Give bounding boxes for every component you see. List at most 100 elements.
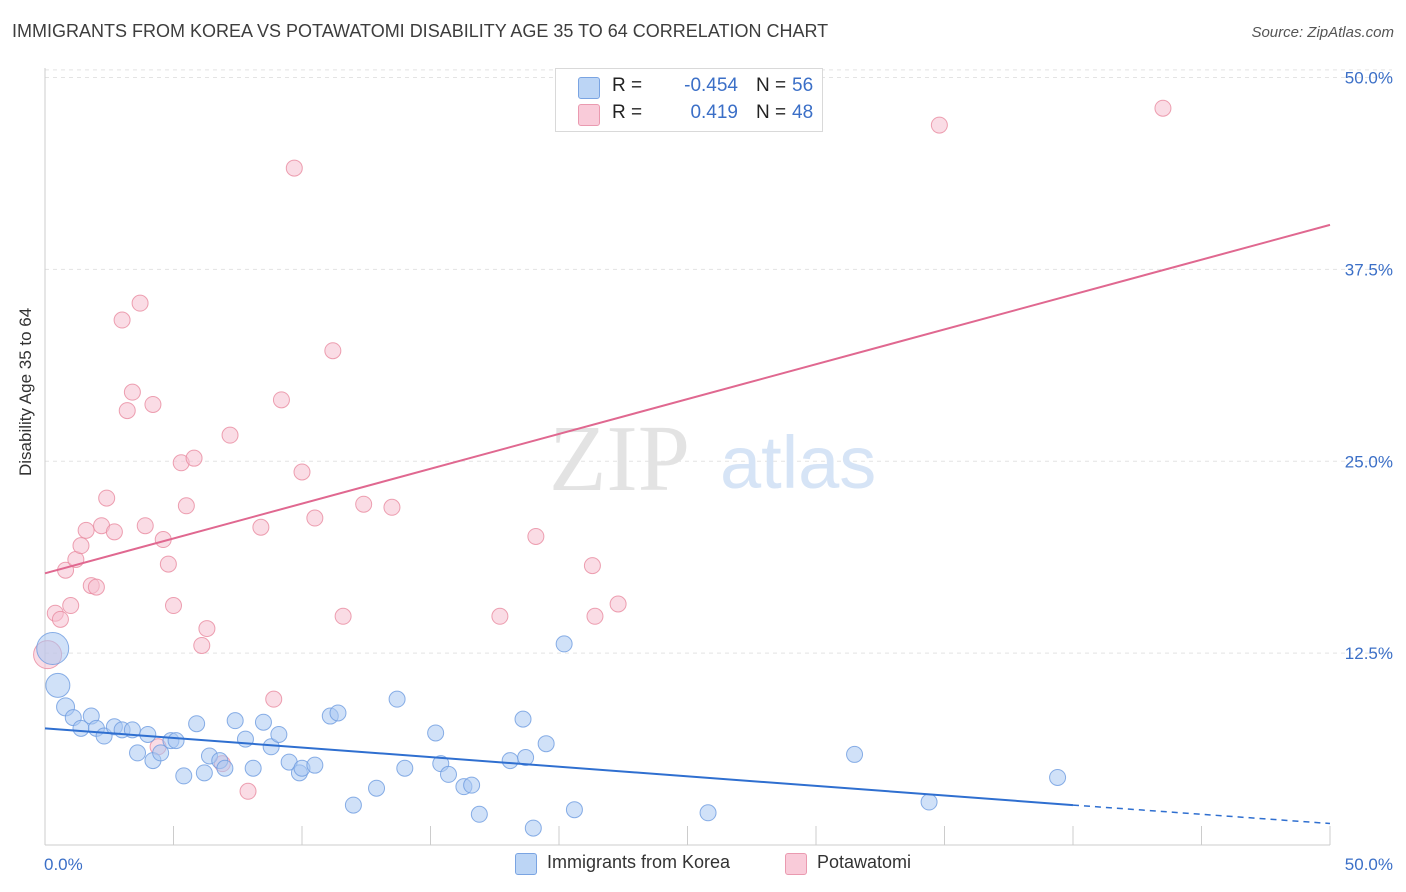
r-value: -0.454 bbox=[684, 75, 738, 96]
potawatomi-trend-line bbox=[44, 223, 1331, 575]
potawatomi-point bbox=[62, 597, 80, 615]
correlation-legend: R = -0.454 N = 56 R = 0.419 N = 48 bbox=[555, 68, 823, 132]
x-tick-label: 0.0% bbox=[44, 855, 83, 874]
potawatomi-point bbox=[98, 489, 116, 507]
potawatomi-point bbox=[383, 498, 401, 516]
potawatomi-point bbox=[930, 116, 948, 134]
y-tick-label: 12.5% bbox=[1345, 644, 1393, 663]
legend-label-korea: Immigrants from Korea bbox=[547, 852, 731, 872]
n-value: 48 bbox=[792, 102, 814, 123]
korea-trend-extension bbox=[1072, 804, 1331, 825]
data-points bbox=[33, 99, 1172, 837]
korea-point bbox=[555, 635, 573, 653]
korea-point bbox=[36, 632, 70, 666]
potawatomi-point bbox=[293, 463, 311, 481]
korea-point bbox=[396, 759, 414, 777]
korea-point bbox=[388, 690, 406, 708]
potawatomi-point bbox=[609, 595, 627, 613]
korea-point bbox=[188, 715, 206, 733]
korea-point bbox=[139, 725, 157, 743]
potawatomi-point bbox=[355, 495, 373, 513]
potawatomi-point bbox=[105, 523, 123, 541]
y-tick-label: 25.0% bbox=[1345, 452, 1393, 471]
korea-point bbox=[514, 710, 532, 728]
potawatomi-point bbox=[136, 517, 154, 535]
korea-point bbox=[1049, 768, 1067, 786]
n-label: N = bbox=[756, 102, 787, 123]
series-legend: Immigrants from Korea Potawatomi bbox=[0, 852, 1406, 878]
korea-point bbox=[368, 779, 386, 797]
potawatomi-point bbox=[87, 578, 105, 596]
potawatomi-point bbox=[72, 537, 90, 555]
trend-lines bbox=[44, 223, 1331, 825]
korea-point bbox=[270, 725, 288, 743]
watermark-atlas: atlas bbox=[720, 421, 876, 504]
potawatomi-point bbox=[324, 342, 342, 360]
legend-label-potawatomi: Potawatomi bbox=[817, 852, 912, 872]
n-label: N = bbox=[756, 75, 787, 96]
potawatomi-point bbox=[185, 449, 203, 467]
korea-point bbox=[195, 764, 213, 782]
korea-point bbox=[427, 724, 445, 742]
potawatomi-point bbox=[193, 636, 211, 654]
axes bbox=[44, 68, 1331, 846]
potawatomi-point bbox=[165, 597, 182, 615]
potawatomi-point bbox=[118, 402, 136, 420]
korea-point bbox=[167, 732, 185, 750]
korea-point bbox=[565, 801, 583, 819]
potawatomi-point bbox=[113, 311, 131, 329]
chart-title: IMMIGRANTS FROM KOREA VS POTAWATOMI DISA… bbox=[12, 21, 829, 41]
potawatomi-point bbox=[198, 620, 216, 638]
y-tick-label: 37.5% bbox=[1345, 260, 1393, 279]
potawatomi-point bbox=[586, 607, 604, 625]
korea-point bbox=[152, 744, 170, 762]
potawatomi-point bbox=[159, 555, 177, 573]
korea-swatch bbox=[578, 77, 600, 99]
potawatomi-point bbox=[527, 527, 545, 545]
potawatomi-swatch bbox=[578, 104, 600, 126]
potawatomi-point bbox=[51, 610, 69, 628]
potawatomi-point bbox=[221, 426, 239, 444]
potawatomi-point bbox=[306, 509, 324, 527]
potawatomi-point bbox=[131, 294, 149, 312]
source-credit: Source: ZipAtlas.com bbox=[1251, 24, 1394, 41]
x-tick-label: 50.0% bbox=[1345, 855, 1393, 874]
korea-point bbox=[537, 735, 555, 753]
potawatomi-point bbox=[583, 557, 601, 575]
potawatomi-point bbox=[265, 690, 283, 708]
korea-point bbox=[470, 805, 488, 823]
potawatomi-point bbox=[123, 383, 141, 401]
korea-legend-swatch bbox=[515, 853, 537, 875]
r-label: R = bbox=[612, 102, 643, 123]
potawatomi-point bbox=[144, 395, 162, 413]
korea-point bbox=[254, 713, 272, 731]
potawatomi-point bbox=[239, 782, 257, 800]
korea-point bbox=[344, 796, 362, 814]
korea-point bbox=[517, 749, 535, 767]
watermark: ZIP atlas bbox=[549, 407, 876, 511]
potawatomi-point bbox=[252, 518, 270, 536]
potawatomi-point bbox=[177, 497, 195, 515]
korea-point bbox=[920, 793, 938, 811]
potawatomi-legend-swatch bbox=[785, 853, 807, 875]
korea-point bbox=[439, 765, 457, 783]
korea-point bbox=[524, 819, 542, 837]
potawatomi-point bbox=[77, 521, 95, 539]
korea-point bbox=[463, 776, 481, 794]
r-value: 0.419 bbox=[690, 102, 738, 123]
watermark-zip: ZIP bbox=[549, 407, 690, 511]
tick-labels: 12.5% 25.0% 37.5% 50.0% 0.0% 50.0% bbox=[44, 69, 1393, 875]
korea-point bbox=[501, 752, 519, 770]
potawatomi-point bbox=[1154, 99, 1172, 117]
korea-point bbox=[846, 745, 864, 763]
r-label: R = bbox=[612, 75, 643, 96]
korea-point bbox=[226, 712, 244, 730]
potawatomi-point bbox=[334, 607, 352, 625]
grid-lines bbox=[45, 69, 1392, 654]
korea-point bbox=[699, 804, 717, 822]
korea-point bbox=[216, 759, 234, 777]
potawatomi-point bbox=[491, 607, 509, 625]
potawatomi-point bbox=[285, 159, 303, 177]
y-axis-label: Disability Age 35 to 64 bbox=[16, 307, 35, 476]
